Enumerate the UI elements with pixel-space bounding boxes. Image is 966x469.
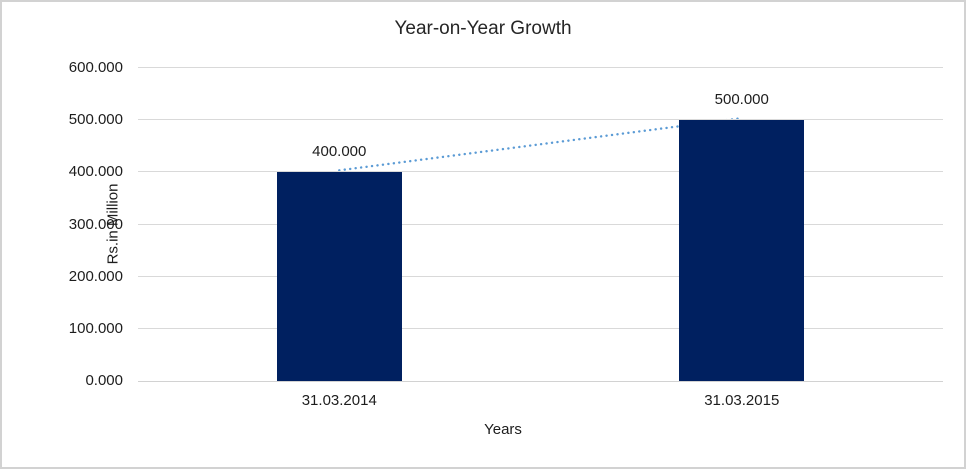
gridline bbox=[138, 327, 943, 329]
gridline bbox=[138, 119, 943, 121]
y-tick-label: 600.000 bbox=[68, 59, 123, 76]
plot-area: 400.000 500.000 bbox=[138, 67, 943, 382]
gridline bbox=[138, 223, 943, 225]
y-tick-label: 0.000 bbox=[85, 372, 123, 389]
bar bbox=[276, 172, 402, 381]
trendline bbox=[338, 116, 743, 172]
chart-title: Year-on-Year Growth bbox=[394, 18, 572, 39]
gridline bbox=[138, 171, 943, 173]
bar-data-label: 500.000 bbox=[714, 91, 769, 109]
x-tick-labels: 31.03.2014 31.03.2015 bbox=[138, 392, 943, 412]
y-tick-label: 300.000 bbox=[68, 215, 123, 233]
y-tick-label: 100.000 bbox=[68, 319, 123, 337]
x-tick-label: 31.03.2015 bbox=[704, 392, 780, 409]
gridline bbox=[138, 275, 943, 277]
bar-data-label: 400.000 bbox=[312, 143, 367, 161]
x-axis-title: Years bbox=[484, 421, 522, 438]
bar bbox=[679, 120, 805, 381]
y-tick-label: 500.000 bbox=[68, 111, 123, 129]
gridline bbox=[138, 67, 943, 68]
y-tick-label: 400.000 bbox=[68, 163, 123, 181]
y-tick-labels: 0.000 100.000 200.000 300.000 400.000 500.000… bbox=[2, 59, 123, 389]
x-tick-label: 31.03.2014 bbox=[301, 392, 377, 409]
y-tick-label: 200.000 bbox=[68, 267, 123, 285]
y-axis-title: Rs.in Million bbox=[104, 183, 122, 265]
